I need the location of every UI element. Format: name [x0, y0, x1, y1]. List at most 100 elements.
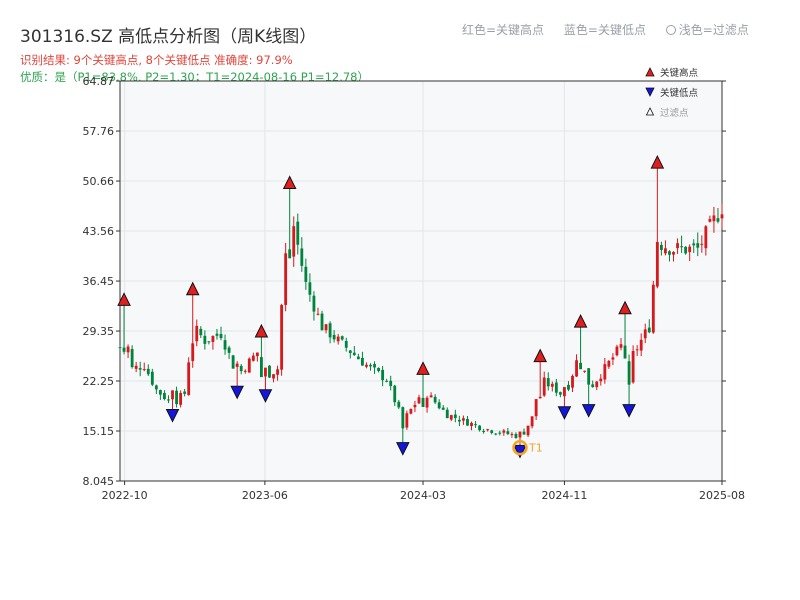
candle-body	[534, 399, 538, 417]
key-low-marker	[513, 444, 527, 459]
candle-body	[510, 433, 514, 435]
candle-body	[692, 243, 696, 246]
key-high-marker	[650, 154, 665, 169]
candle-body	[393, 385, 397, 403]
candle-body	[284, 253, 288, 305]
candle-body	[288, 249, 292, 259]
candle-body	[567, 384, 570, 390]
candle-body	[142, 369, 146, 371]
candle-body	[191, 343, 195, 362]
candle-body	[219, 334, 223, 339]
candle-body	[635, 349, 639, 351]
candle-body	[498, 432, 502, 434]
candle-body	[502, 430, 506, 433]
candle-body	[700, 243, 704, 245]
y-tick-label: 43.56	[83, 225, 115, 238]
candle-body	[264, 367, 267, 377]
legend-high-label: 关键高点	[660, 67, 699, 79]
key-low-marker	[165, 409, 180, 423]
candle-body	[595, 381, 599, 388]
candle-body	[171, 390, 174, 400]
candle-body	[397, 401, 401, 408]
candle-body	[340, 336, 344, 340]
candle-body	[486, 429, 490, 431]
candle-body	[433, 396, 437, 403]
candle-body	[716, 218, 720, 222]
y-tick-label: 8.045	[83, 475, 115, 488]
candle-body	[385, 380, 389, 382]
candle-body	[175, 390, 178, 405]
key-low-marker	[581, 404, 596, 418]
candle-body	[381, 369, 385, 381]
candle-body	[712, 215, 716, 222]
t1-circle-marker	[512, 439, 528, 456]
candle-body	[615, 346, 619, 356]
candle-body	[361, 357, 364, 366]
candle-body	[126, 346, 130, 353]
candle-body	[389, 380, 393, 387]
key-low-marker	[622, 404, 636, 418]
key-high-marker	[573, 314, 588, 328]
candle-body	[130, 348, 134, 368]
key-high-marker	[117, 292, 131, 306]
candle-body	[316, 313, 320, 315]
candle-body	[579, 362, 583, 370]
candle-body	[672, 252, 675, 255]
candle-body	[704, 226, 708, 249]
candle-body	[203, 335, 207, 344]
candle-body	[583, 370, 587, 372]
candle-body	[211, 335, 215, 342]
candle-body	[627, 361, 631, 385]
candle-body	[647, 327, 651, 333]
candle-body	[474, 424, 477, 426]
candle-body	[696, 243, 700, 248]
candle-body	[369, 364, 372, 367]
candle-body	[255, 352, 259, 357]
candle-body	[623, 345, 627, 359]
candle-body	[449, 415, 453, 420]
candle-body	[231, 355, 235, 369]
candle-body	[466, 418, 469, 426]
candle-body	[195, 325, 199, 342]
candle-body	[457, 419, 461, 422]
candle-body	[268, 365, 271, 378]
candle-body	[276, 369, 279, 375]
candle-body	[639, 339, 643, 351]
candle-body	[490, 430, 494, 433]
candle-body	[328, 323, 332, 338]
legend-low-icon	[645, 87, 655, 97]
candle-body	[183, 391, 187, 394]
candle-body	[417, 397, 421, 404]
y-tick-label: 22.25	[83, 375, 115, 388]
legend-filtered-icon	[645, 107, 655, 116]
candle-body	[199, 328, 203, 336]
key-low-marker	[230, 385, 244, 400]
candle-body	[215, 333, 219, 336]
candle-body	[506, 431, 510, 435]
key-low-marker	[258, 389, 273, 403]
candle-body	[453, 414, 457, 419]
candle-body	[603, 364, 607, 380]
candle-body	[664, 248, 667, 254]
candle-body	[631, 351, 635, 383]
candle-body	[437, 402, 441, 409]
candle-body	[470, 422, 473, 427]
candle-body	[158, 390, 162, 395]
candle-body	[154, 385, 158, 390]
candle-body	[425, 397, 429, 408]
legend-low-label: 关键低点	[660, 87, 699, 99]
candle-body	[478, 425, 481, 431]
candle-body	[146, 368, 150, 375]
candle-body	[550, 383, 554, 387]
candle-body	[247, 358, 251, 373]
legend-high-icon	[645, 67, 655, 77]
candle-body	[138, 368, 142, 370]
x-tick-label: 2022-10	[102, 489, 148, 502]
candle-body	[441, 407, 445, 410]
candle-body	[494, 433, 498, 435]
candle-body	[591, 384, 595, 388]
candle-body	[482, 430, 486, 432]
color-key-light: 浅色=过滤点	[665, 23, 749, 37]
candle-body	[563, 387, 566, 397]
